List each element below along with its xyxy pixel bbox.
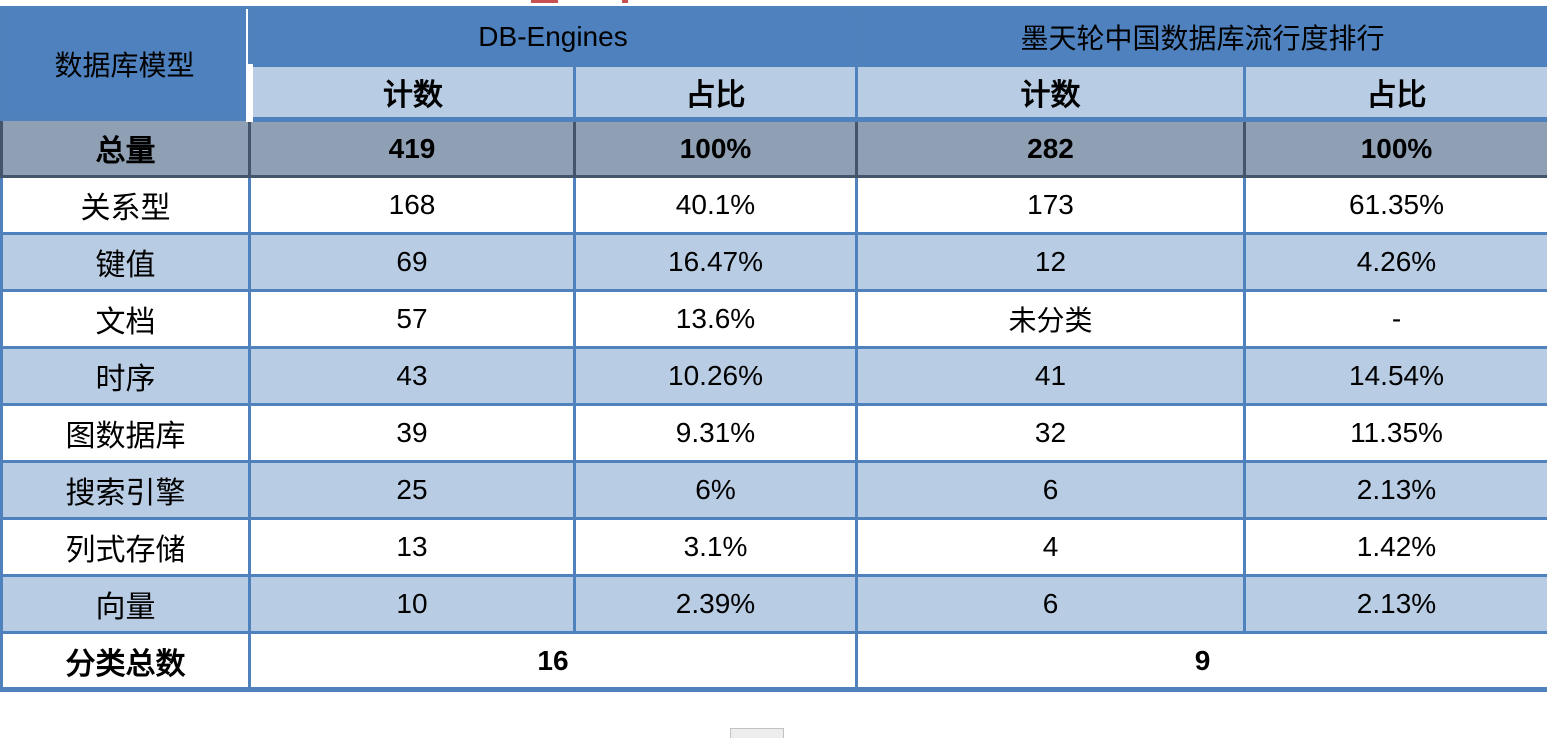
- group-header-db-engines: DB-Engines: [248, 6, 858, 67]
- table-row-time-series: 时序 43 10.26% 41 14.54%: [0, 346, 1547, 406]
- row-label-cell: 图数据库: [0, 403, 251, 463]
- data-cell: 100%: [573, 118, 858, 178]
- table-row-category-total: 分类总数 16 9: [0, 631, 1547, 692]
- data-cell: 6: [855, 574, 1246, 634]
- data-cell: 16.47%: [573, 232, 858, 292]
- data-cell: 12: [855, 232, 1246, 292]
- table-row-graph: 图数据库 39 9.31% 32 11.35%: [0, 403, 1547, 463]
- data-cell: 43: [248, 346, 576, 406]
- data-cell: 6: [855, 460, 1246, 520]
- sub-header-motianlun-count: 计数: [855, 64, 1246, 122]
- group-header-row: 数据库模型 DB-Engines 墨天轮中国数据库流行度排行: [0, 6, 1547, 121]
- data-cell: 57: [248, 289, 576, 349]
- data-cell: 13: [248, 517, 576, 577]
- row-label-cell: 时序: [0, 346, 251, 406]
- table-row-relational: 关系型 168 40.1% 173 61.35%: [0, 175, 1547, 235]
- row-label-cell: 关系型: [0, 175, 251, 235]
- data-cell: 未分类: [855, 289, 1246, 349]
- data-cell: 100%: [1242, 118, 1547, 178]
- data-cell: 4: [855, 517, 1246, 577]
- data-cell: 10: [248, 574, 576, 634]
- data-cell: 61.35%: [1242, 175, 1547, 235]
- group-header-motianlun: 墨天轮中国数据库流行度排行: [854, 6, 1547, 67]
- data-cell: 419: [248, 118, 576, 178]
- data-cell: 32: [855, 403, 1246, 463]
- data-cell: 41: [855, 346, 1246, 406]
- data-cell: 282: [855, 118, 1246, 178]
- data-cell: 13.6%: [573, 289, 858, 349]
- data-cell: 11.35%: [1242, 403, 1547, 463]
- data-cell: 40.1%: [573, 175, 858, 235]
- data-cell: 1.42%: [1242, 517, 1547, 577]
- row-label-cell: 列式存储: [0, 517, 251, 577]
- data-cell: 9.31%: [573, 403, 858, 463]
- data-cell: 2.13%: [1242, 574, 1547, 634]
- sub-header-row: 计数 占比 计数 占比: [2, 64, 1547, 122]
- table-row-vector: 向量 10 2.39% 6 2.13%: [0, 574, 1547, 634]
- data-cell: 2.39%: [573, 574, 858, 634]
- row-label-cell: 键值: [0, 232, 251, 292]
- table-row-document: 文档 57 13.6% 未分类 -: [0, 289, 1547, 349]
- data-cell: 3.1%: [573, 517, 858, 577]
- table-row-search-engine: 搜索引擎 25 6% 6 2.13%: [0, 460, 1547, 520]
- row-label-cell: 搜索引擎: [0, 460, 251, 520]
- data-cell: 168: [248, 175, 576, 235]
- data-cell: 4.26%: [1242, 232, 1547, 292]
- data-cell: 39: [248, 403, 576, 463]
- footer-merged-cell-motianlun: 9: [854, 631, 1547, 692]
- data-cell: 14.54%: [1242, 346, 1547, 406]
- data-cell: -: [1242, 289, 1547, 349]
- data-cell: 173: [855, 175, 1246, 235]
- data-cell: 69: [248, 232, 576, 292]
- row-label-cell: 向量: [0, 574, 251, 634]
- cropped-cell-artifact: [730, 728, 784, 738]
- db-model-comparison-table: 数据库模型 DB-Engines 墨天轮中国数据库流行度排行 计数 占比 计数 …: [0, 6, 1547, 692]
- table-row-total: 总量 419 100% 282 100%: [0, 118, 1547, 178]
- table-row-columnar: 列式存储 13 3.1% 4 1.42%: [0, 517, 1547, 577]
- cropped-red-text-artifact: [622, 0, 628, 3]
- data-cell: 10.26%: [573, 346, 858, 406]
- corner-header-database-model: 数据库模型: [0, 6, 251, 121]
- row-label-cell: 文档: [0, 289, 251, 349]
- data-cell: 2.13%: [1242, 460, 1547, 520]
- footer-merged-cell-dbengines: 16: [248, 631, 858, 692]
- sub-header-dbengines-share: 占比: [573, 64, 858, 122]
- table-row-key-value: 键值 69 16.47% 12 4.26%: [0, 232, 1547, 292]
- sub-header-motianlun-share: 占比: [1242, 64, 1547, 122]
- row-label-cell: 总量: [0, 118, 251, 178]
- cropped-red-text-artifact: [531, 0, 558, 3]
- data-cell: 25: [248, 460, 576, 520]
- data-cell: 6%: [573, 460, 858, 520]
- row-label-cell: 分类总数: [0, 631, 251, 692]
- sub-header-dbengines-count: 计数: [246, 64, 576, 122]
